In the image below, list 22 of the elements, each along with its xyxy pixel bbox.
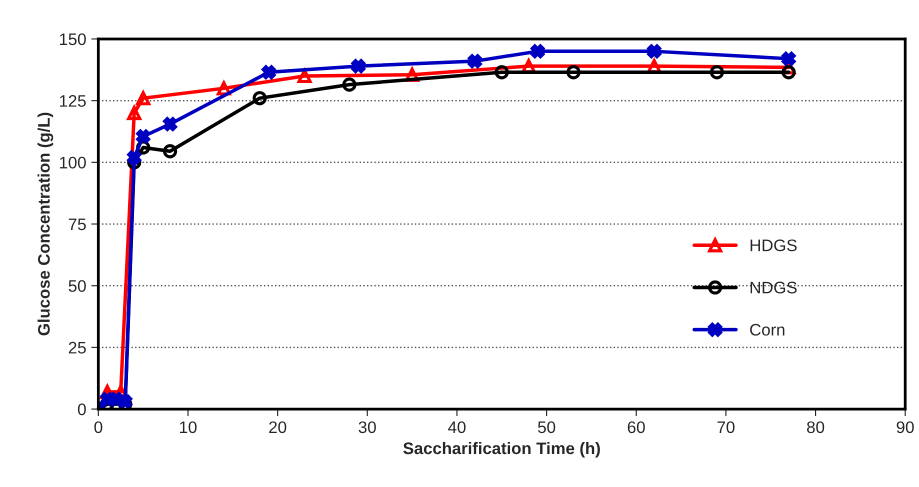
x-axis-title: Saccharification Time (h) <box>403 442 600 458</box>
y-tick-label: 0 <box>78 403 86 416</box>
x-tick-label: 20 <box>269 421 286 434</box>
x-tick-label: 30 <box>358 421 376 434</box>
x-tick-label: 80 <box>807 421 824 434</box>
x-tick-label: 60 <box>628 421 645 434</box>
y-tick-label: 125 <box>60 95 86 107</box>
y-tick-label: 75 <box>68 218 86 230</box>
y-tick-label: 50 <box>68 280 86 292</box>
y-axis-title: Glucose Concentration (g/L) <box>38 112 54 336</box>
legend-label: HDGS <box>750 239 797 252</box>
x-tick-label: 10 <box>180 421 197 434</box>
x-tick-label: 40 <box>448 421 466 434</box>
legend-label: Corn <box>750 324 784 336</box>
y-tick-label: 150 <box>60 33 86 46</box>
y-tick-label: 100 <box>60 156 86 169</box>
legend-label: NDGS <box>750 282 797 294</box>
x-tick-label: 70 <box>717 421 735 434</box>
y-tick-label: 25 <box>68 342 86 354</box>
x-tick-label: 50 <box>538 421 556 434</box>
x-tick-label: 0 <box>94 421 102 434</box>
x-tick-label: 90 <box>896 421 914 434</box>
